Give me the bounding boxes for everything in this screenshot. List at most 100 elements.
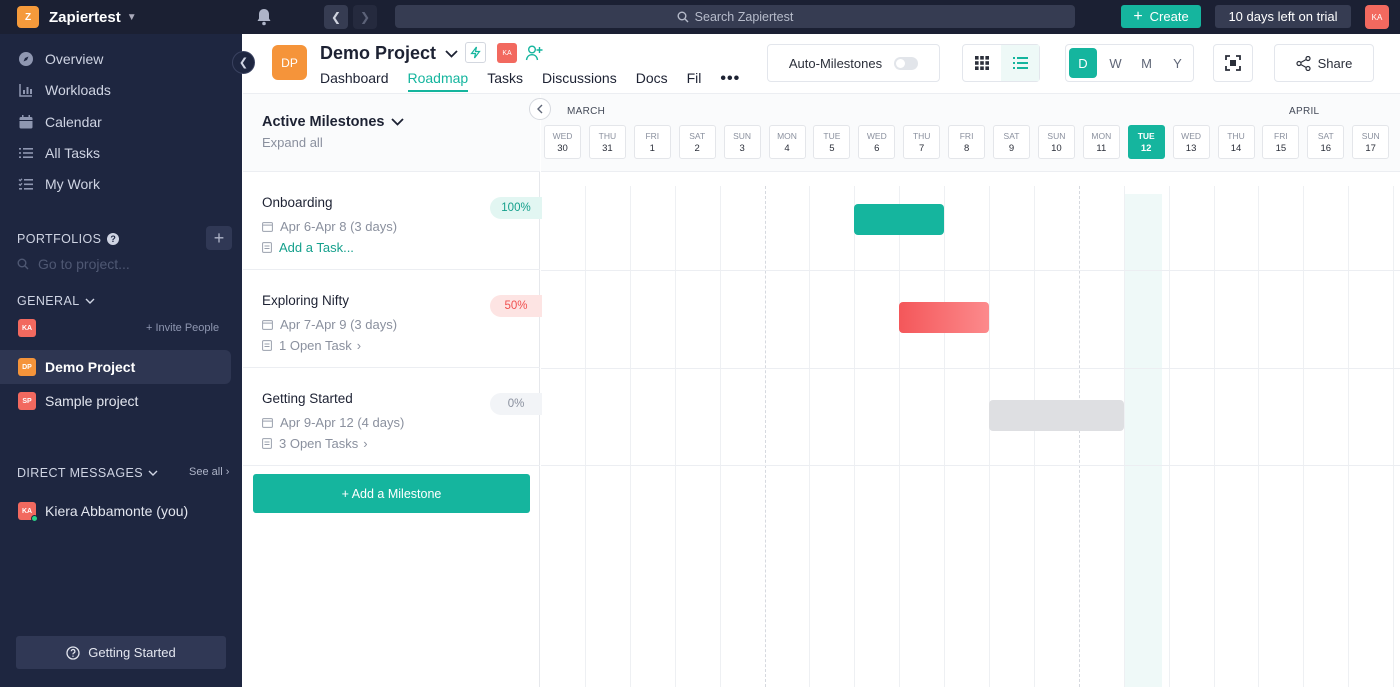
day-header: TUE 5 [813, 125, 851, 159]
milestone-dates[interactable]: Apr 6-Apr 8 (3 days) [262, 219, 397, 234]
collapse-milestones-button[interactable] [529, 98, 551, 120]
milestone-dates[interactable]: Apr 9-Apr 12 (4 days) [262, 415, 404, 430]
general-heading[interactable]: GENERAL [17, 294, 95, 308]
calendar-icon [262, 418, 273, 428]
tab-discussions[interactable]: Discussions [542, 70, 617, 86]
tab-files[interactable]: Fil [686, 70, 702, 86]
active-milestones-dropdown[interactable]: Active Milestones [262, 114, 404, 130]
row-divider [541, 368, 1400, 369]
milestone-row[interactable]: Exploring Nifty Apr 7-Apr 9 (3 days) 1 O… [243, 270, 542, 368]
dm-label: DIRECT MESSAGES [17, 466, 143, 480]
day-header: SAT 9 [993, 125, 1030, 159]
milestone-row[interactable]: Onboarding Apr 6-Apr 8 (3 days) Add a Ta… [243, 172, 542, 270]
open-tasks-link[interactable]: 3 Open Tasks › [262, 436, 368, 451]
direct-messages-heading[interactable]: DIRECT MESSAGES [17, 466, 158, 480]
day-header: FRI 15 [1262, 125, 1300, 159]
bell-icon[interactable] [255, 7, 273, 27]
grid-line [944, 186, 946, 687]
sidebar-item-all-tasks[interactable]: All Tasks [18, 145, 100, 161]
weekday-label: FRI [1274, 130, 1288, 141]
scale-week-button[interactable]: W [1109, 55, 1122, 71]
sidebar: Overview Workloads Calendar All Tasks My… [0, 34, 242, 687]
project-title-dropdown[interactable]: Demo Project [320, 43, 458, 64]
time-scale-switcher: D W M Y [1065, 44, 1194, 82]
milestone-row[interactable]: Getting Started Apr 9-Apr 12 (4 days) 3 … [243, 368, 542, 466]
scale-year-button[interactable]: Y [1173, 55, 1182, 71]
sidebar-project-sample[interactable]: SP Sample project [0, 384, 231, 418]
grid-view-button[interactable] [963, 45, 1001, 81]
dm-user[interactable]: KA Kiera Abbamonte (you) [18, 502, 189, 522]
milestone-bar[interactable] [854, 204, 945, 235]
more-tabs-icon[interactable]: ••• [720, 70, 741, 87]
open-tasks-link[interactable]: 1 Open Task › [262, 338, 361, 353]
project-title: Demo Project [320, 43, 437, 63]
weekday-label: MON [1091, 130, 1112, 141]
chevron-down-icon [148, 470, 158, 476]
goto-project-input[interactable]: Go to project... [17, 256, 130, 272]
day-header: THU 7 [903, 125, 941, 159]
milestone-tasks-text: 1 Open Task [279, 338, 352, 353]
automation-button[interactable] [465, 42, 486, 63]
add-milestone-button[interactable]: + Add a Milestone [253, 474, 530, 513]
sidebar-project-demo[interactable]: DP Demo Project [0, 350, 231, 384]
milestone-dates[interactable]: Apr 7-Apr 9 (3 days) [262, 317, 397, 332]
tab-dashboard[interactable]: Dashboard [320, 70, 389, 86]
day-number: 3 [739, 142, 745, 154]
day-number: 17 [1365, 142, 1376, 154]
fullscreen-button[interactable] [1214, 45, 1252, 81]
day-number: 6 [874, 142, 880, 154]
forward-button[interactable]: ❯ [353, 5, 377, 29]
help-icon[interactable]: ? [107, 233, 120, 245]
collapse-sidebar-button[interactable]: ❮ [232, 51, 255, 74]
add-portfolio-button[interactable]: + [206, 226, 232, 250]
weekday-label: FRI [645, 130, 660, 141]
milestone-bar[interactable] [989, 400, 1124, 431]
add-task-link[interactable]: Add a Task... [262, 240, 354, 255]
user-avatar[interactable]: KA [1365, 5, 1389, 29]
back-button[interactable]: ❮ [324, 5, 348, 29]
trial-badge[interactable]: 10 days left on trial [1215, 5, 1351, 28]
day-header: SUN 10 [1037, 125, 1075, 159]
week-divider [1078, 186, 1080, 687]
list-view-button[interactable] [1001, 45, 1039, 81]
milestone-dates-text: Apr 6-Apr 8 (3 days) [280, 219, 398, 234]
grid-line [1123, 186, 1125, 687]
milestone-name[interactable]: Onboarding [262, 195, 333, 210]
help-circle-icon [66, 645, 80, 660]
member-avatar[interactable]: KA [497, 43, 517, 63]
chevron-right-icon: › [356, 338, 362, 353]
tab-tasks[interactable]: Tasks [487, 70, 523, 86]
day-number: 12 [1140, 142, 1152, 154]
sidebar-item-workloads[interactable]: Workloads [18, 82, 111, 98]
weekday-label: WED [552, 130, 573, 141]
auto-milestones-toggle[interactable]: Auto-Milestones [767, 44, 940, 82]
getting-started-button[interactable]: Getting Started [16, 636, 226, 669]
sidebar-item-my-work[interactable]: My Work [18, 176, 100, 192]
scale-month-button[interactable]: M [1141, 55, 1152, 71]
toggle-switch[interactable] [894, 56, 919, 70]
search-bar[interactable]: Search Zapiertest [395, 5, 1075, 28]
day-number: 31 [602, 142, 613, 154]
dm-user-name: Kiera Abbamonte (you) [45, 503, 189, 519]
create-button[interactable]: + Create [1121, 5, 1201, 28]
sidebar-item-calendar[interactable]: Calendar [18, 114, 102, 130]
calendar-icon [262, 320, 273, 330]
workspace-switcher[interactable]: Z Zapiertest ▼ [0, 0, 242, 34]
sidebar-item-overview[interactable]: Overview [18, 51, 103, 67]
grid-line [629, 186, 631, 687]
invite-people-link[interactable]: + Invite People [146, 322, 220, 334]
see-all-link[interactable]: See all › [189, 466, 230, 478]
add-user-icon[interactable] [524, 43, 544, 63]
tab-roadmap[interactable]: Roadmap [407, 70, 469, 92]
milestone-name[interactable]: Exploring Nifty [262, 293, 350, 308]
milestone-name[interactable]: Getting Started [262, 391, 353, 406]
share-button[interactable]: Share [1274, 44, 1374, 82]
day-number: 2 [694, 142, 700, 154]
grid-line [899, 186, 901, 687]
tab-docs[interactable]: Docs [635, 70, 668, 86]
day-header: SAT 16 [1307, 125, 1345, 159]
scale-day-button[interactable]: D [1069, 48, 1097, 78]
expand-all-link[interactable]: Expand all [262, 135, 323, 150]
milestone-bar[interactable] [899, 302, 989, 333]
getting-started-label: Getting Started [88, 645, 176, 660]
